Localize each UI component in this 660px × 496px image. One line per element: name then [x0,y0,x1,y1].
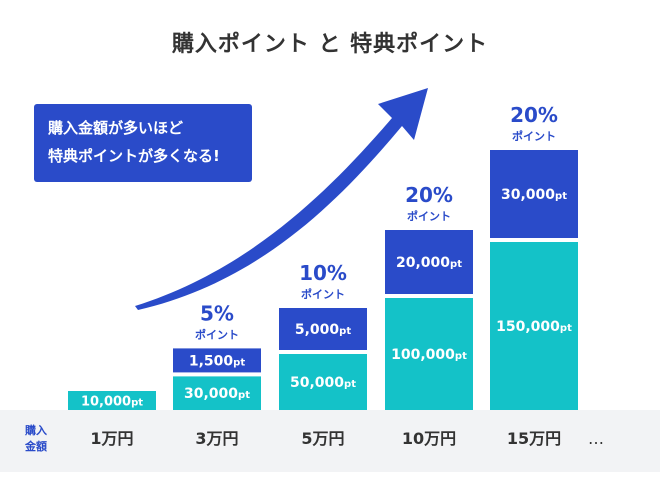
bar-bonus-2 [173,348,261,373]
category-label-3: 5万円 [301,429,344,448]
bar-base-label-3: 50,000pt [290,375,356,391]
axis-label-line-2: 金額 [24,439,47,453]
category-label-2: 3万円 [195,429,238,448]
bar-bonus-3 [279,308,367,350]
rate-unit-5: ポイント [512,129,556,143]
rate-label-4: 20% [405,183,453,207]
x-axis-band [0,410,660,472]
chart-title: 購入ポイント と 特典ポイント [171,32,489,57]
axis-label-line-1: 購入 [24,423,47,437]
callout-box: 購入金額が多いほど 特典ポイントが多くなる! [34,104,252,182]
bar-bonus-label-3: 5,000pt [295,322,351,338]
bar-bonus-5 [490,150,578,238]
rate-label-3: 10% [299,261,347,285]
rate-label-2: 5% [200,301,234,325]
growth-arrow [135,88,428,310]
bar-base-label-1: 10,000pt [81,395,143,410]
bar-base-5 [490,242,578,410]
bar-bonus-label-4: 20,000pt [396,255,462,271]
callout-line-1: 購入金額が多いほど [48,119,184,137]
bar-base-label-4: 100,000pt [391,347,467,363]
bar-base-3 [279,354,367,410]
bar-base-4 [385,298,473,410]
rate-label-5: 20% [510,103,558,127]
category-label-5: 15万円 [507,429,561,448]
rate-unit-4: ポイント [407,209,451,223]
bar-base-label-5: 150,000pt [496,319,572,335]
category-label-4: 10万円 [402,429,456,448]
callout-line-2: 特典ポイントが多くなる! [48,147,220,165]
trailing-ellipsis: … [588,429,604,448]
bar-bonus-label-2: 1,500pt [189,353,245,369]
rate-unit-3: ポイント [301,287,345,301]
category-label-1: 1万円 [90,429,133,448]
bar-base-label-2: 30,000pt [184,386,250,402]
bar-base-2 [173,376,261,410]
bar-bonus-label-5: 30,000pt [501,187,567,203]
rate-unit-2: ポイント [195,327,239,341]
bar-base-1 [68,391,156,410]
bar-bonus-4 [385,230,473,294]
